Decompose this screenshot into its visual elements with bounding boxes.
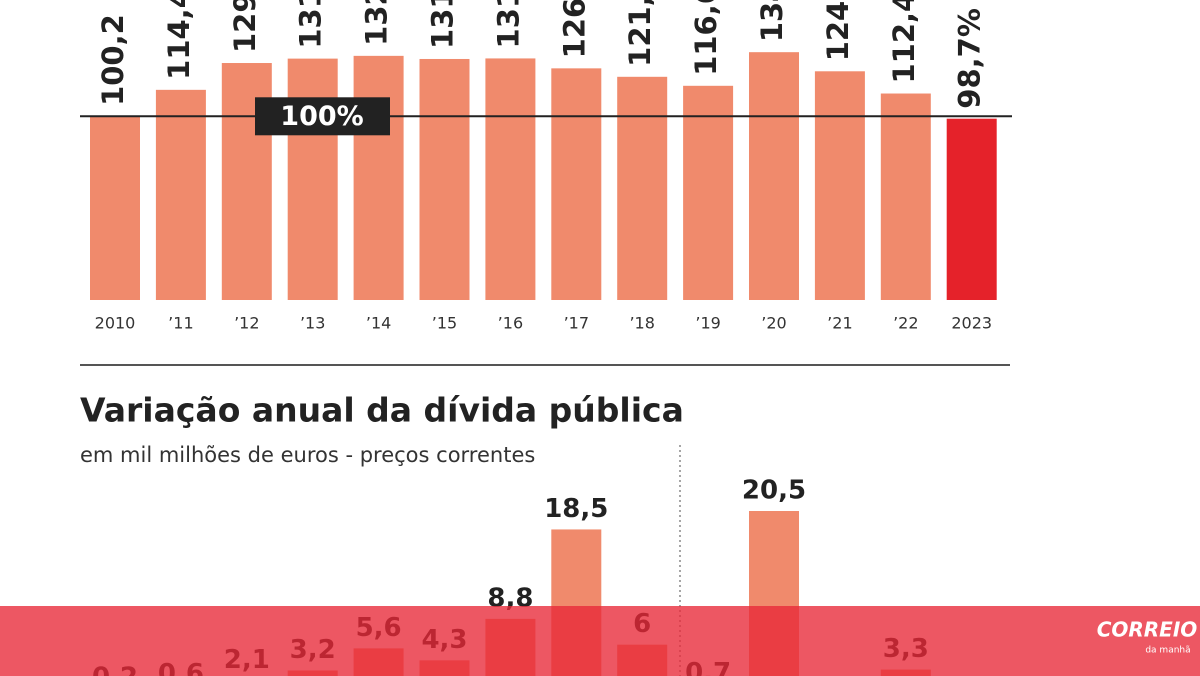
bar [419,58,470,300]
x-tick-label: ’13 [300,314,325,333]
bar [946,118,997,300]
bar [353,55,404,301]
bar [880,93,931,301]
overlay-band [0,606,1200,676]
bar [155,89,206,301]
bar [90,115,140,300]
reference-label-bg [255,97,390,136]
x-tick-label: ’15 [432,314,457,333]
value-label: 124,5 [821,0,855,61]
x-tick-label: ’19 [695,314,720,333]
value-label: 131,5 [491,0,525,48]
x-tick-label: ’18 [629,314,654,333]
x-tick-label: ’14 [366,314,391,333]
value-label: 116,6 [689,0,723,76]
value-label: 134,9 [755,0,789,42]
value-label: 132,9 [360,0,394,46]
x-tick-label: ’20 [761,314,786,333]
value-label: 129,0 [228,0,262,53]
value-label: 121,5 [623,0,657,67]
chart-title: Variação anual da dívida pública [80,391,684,430]
value-label: 131,2 [426,0,460,49]
value-label: 112,4 [887,0,921,84]
logo-tagline: da manhã [1145,646,1190,656]
bar [683,85,734,300]
reference-label: 100% [280,101,363,132]
bar [287,58,338,300]
x-tick-label: ’21 [827,314,852,333]
bar [485,58,536,301]
x-tick-label: ’12 [234,314,259,333]
value-label: 18,5 [544,494,608,524]
chart-subtitle: em mil milhões de euros - preços corrent… [80,443,535,467]
value-label: 100,2 [96,14,130,106]
x-tick-label: ’11 [168,314,193,333]
bar [551,68,602,300]
value-label: 20,5 [742,476,806,506]
value-label: 131,4 [294,0,328,49]
value-label: 114,4 [162,0,196,80]
bar [814,71,865,301]
bar [617,76,668,300]
x-tick-label: ’16 [498,314,523,333]
x-tick-label: 2010 [95,314,136,333]
x-tick-label: 2023 [951,314,992,333]
x-tick-label: ’17 [564,314,589,333]
bar [749,52,799,301]
value-label: 98,7% [953,8,987,109]
value-label: 126,1 [557,0,591,58]
logo-name: CORREIO [1097,618,1198,642]
x-tick-label: ’22 [893,314,918,333]
